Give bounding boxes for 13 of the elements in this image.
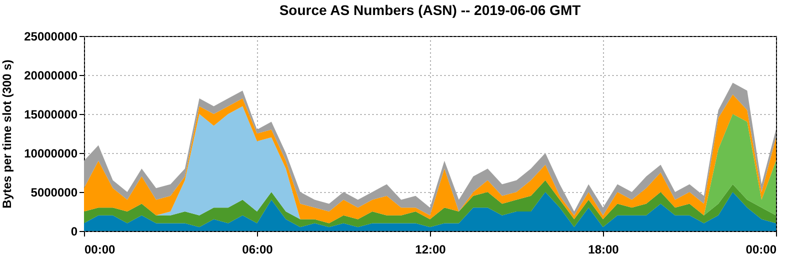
x-tick-label: 00:00 [746, 242, 777, 256]
y-tick-label: 5000000 [30, 186, 78, 200]
chart-title: Source AS Numbers (ASN) -- 2019-06-06 GMT [279, 2, 582, 18]
y-tick-label: 20000000 [24, 68, 78, 82]
y-tick-label: 15000000 [24, 108, 78, 122]
y-axis-title: Bytes per time slot (300 s) [0, 60, 14, 208]
x-tick-label: 06:00 [242, 242, 274, 256]
x-tick-label: 18:00 [588, 242, 620, 256]
y-tick-label: 10000000 [24, 146, 78, 160]
y-tick-label: 25000000 [24, 30, 78, 44]
x-tick-label: 12:00 [415, 242, 446, 256]
x-tick-label: 00:00 [84, 242, 116, 256]
y-tick-label: 0 [70, 224, 78, 238]
